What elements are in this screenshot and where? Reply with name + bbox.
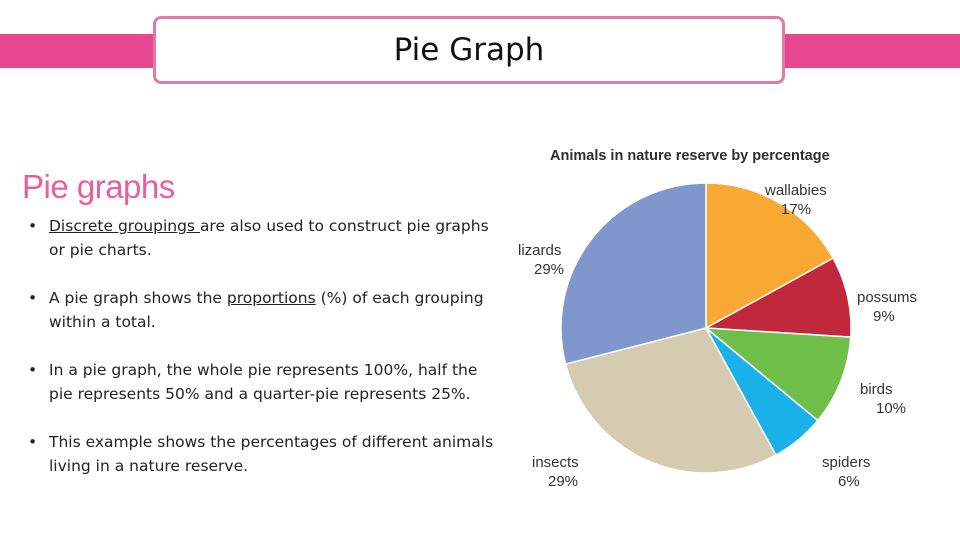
- slide-title: Pie Graph: [393, 32, 545, 68]
- bullet-text: are also used to construct pie graphs or…: [49, 217, 489, 259]
- bullet-item: • A pie graph shows the proportions (%) o…: [28, 286, 498, 334]
- slice-label-birds: birds 10%: [860, 381, 906, 417]
- bullet-text: This example shows the percentages of di…: [49, 433, 494, 475]
- bullet-text: proportions: [226, 289, 316, 307]
- section-heading: Pie graphs: [22, 168, 175, 205]
- slice-label-lizards: lizards 29%: [518, 242, 564, 278]
- bullet-marker: •: [28, 433, 38, 451]
- slice-label-insects: insects 29%: [532, 454, 579, 490]
- pie-slice-possums: [703, 257, 852, 338]
- pie-slice-birds: [703, 327, 852, 422]
- bullet-list: • Discrete groupings are also used to con…: [28, 214, 498, 502]
- bullet-item: • In a pie graph, the whole pie represent…: [28, 358, 498, 406]
- chart-title: Animals in nature reserve by percentage: [550, 148, 830, 164]
- pie-chart: Animals in nature reserve by percentage …: [518, 148, 917, 490]
- bullet-text: In a pie graph, the whole pie represents…: [49, 361, 478, 403]
- slice-label-possums: possums 9%: [857, 289, 917, 325]
- slice-label-spiders: spiders 6%: [822, 454, 870, 490]
- pie-slice-wallabies: [705, 182, 835, 330]
- bullet-marker: •: [28, 361, 38, 379]
- pie-slice-lizards: [560, 182, 707, 365]
- bullet-item: • Discrete groupings are also used to con…: [28, 214, 498, 262]
- bullet-text: A pie graph shows the: [49, 289, 227, 307]
- bullet-text: Discrete groupings: [49, 217, 200, 235]
- title-box: Pie Graph: [153, 16, 785, 84]
- bullet-marker: •: [28, 217, 38, 235]
- bullet-text: (%) of each grouping within a total.: [49, 289, 484, 331]
- bullet-item: • This example shows the percentages of d…: [28, 430, 498, 478]
- slice-label-wallabies: wallabies 17%: [764, 182, 827, 218]
- bullet-marker: •: [28, 289, 38, 307]
- pie-slice-insects: [564, 327, 777, 474]
